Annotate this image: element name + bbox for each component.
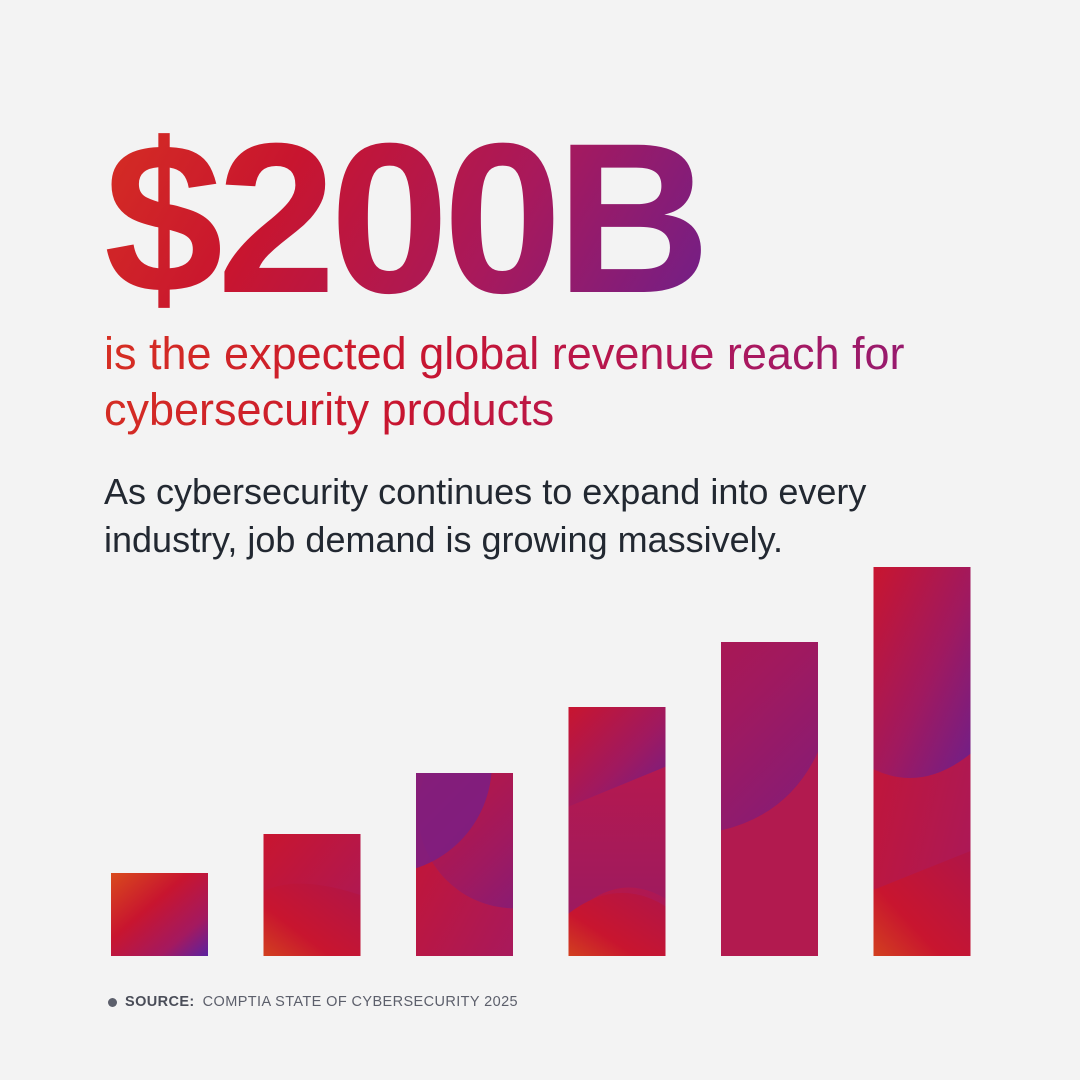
bar — [721, 642, 818, 956]
bar — [873, 567, 971, 956]
source-label: SOURCE: — [125, 994, 195, 1010]
bar — [416, 773, 513, 956]
headline-stat: $200B — [104, 99, 711, 338]
bar — [111, 873, 208, 956]
source-note: SOURCE: COMPTIA STATE OF CYBERSECURITY 2… — [108, 994, 518, 1010]
subheadline: is the expected global revenue reach for… — [104, 326, 984, 438]
bar — [568, 707, 666, 956]
bar — [263, 834, 361, 956]
source-text: COMPTIA STATE OF CYBERSECURITY 2025 — [202, 994, 519, 1010]
body-text: As cybersecurity continues to expand int… — [104, 471, 867, 560]
bullet-dot — [108, 997, 117, 1007]
